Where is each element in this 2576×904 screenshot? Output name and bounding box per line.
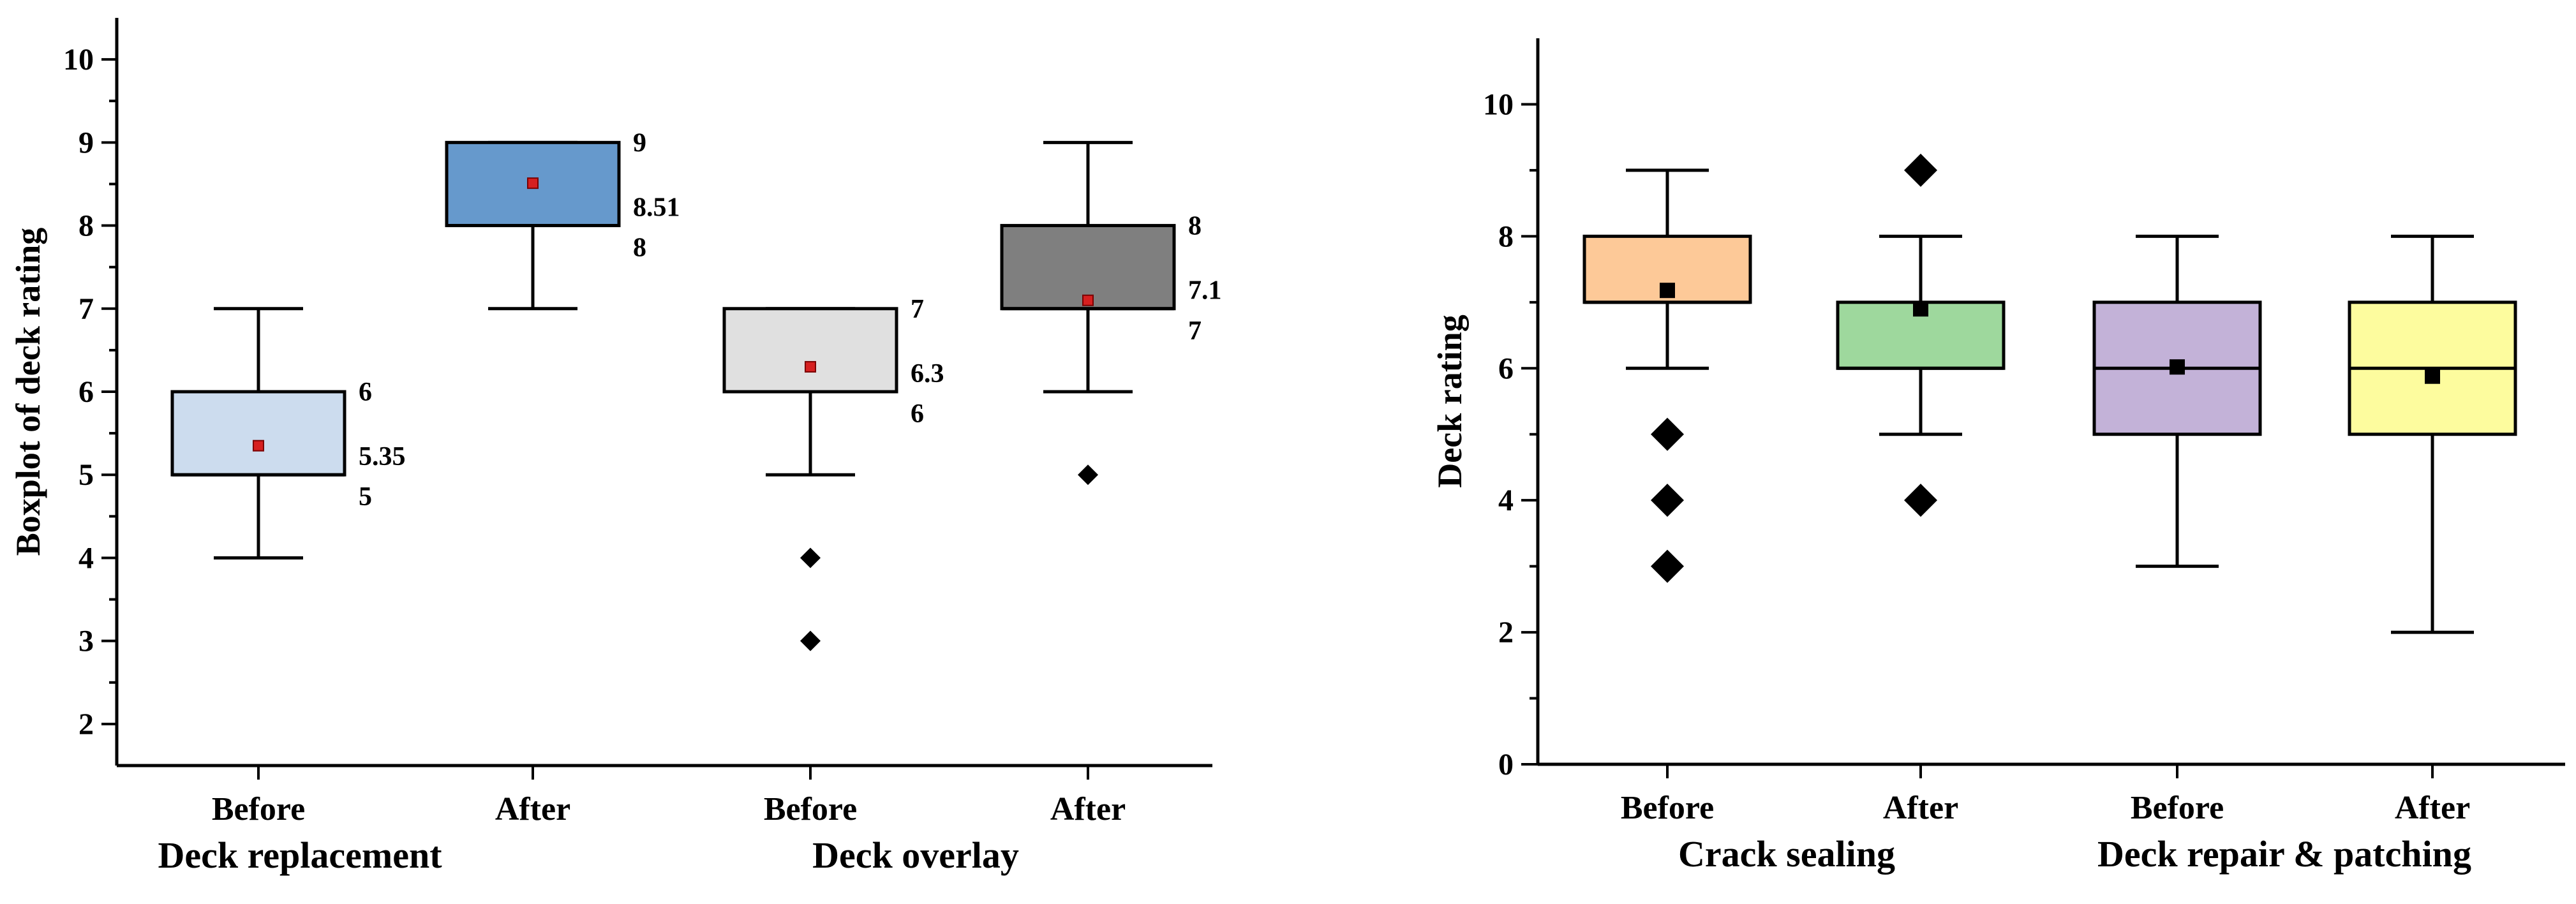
y-tick-label: 8	[1498, 219, 1514, 253]
box-rect	[170, 390, 346, 477]
mean-label: 5.35	[359, 442, 406, 471]
outlier-point	[1651, 484, 1684, 517]
y-tick-label: 2	[1498, 616, 1514, 649]
chart-1: 2 3 4 5 6 7 8 9 10 Boxplot of deck rating Deck rep…	[9, 18, 1222, 876]
y-tick-label: 10	[63, 43, 94, 77]
group-label: Crack sealing	[1678, 833, 1895, 875]
box-4: After	[2348, 234, 2517, 826]
x-tick-label: Before	[764, 791, 857, 827]
mean-label: 7.1	[1188, 276, 1222, 306]
mean-marker	[1082, 294, 1094, 306]
y-axis-label: Boxplot of deck rating	[9, 228, 47, 556]
box-3: Before	[2092, 234, 2262, 826]
lower-quartile-label: 6	[911, 399, 924, 429]
mean-marker	[253, 440, 264, 452]
x-tick-label: After	[1050, 791, 1126, 827]
y-tick-label: 2	[78, 708, 94, 741]
x-tick-label: After	[2395, 790, 2470, 826]
group-label: Deck overlay	[812, 834, 1019, 876]
upper-quartile-label: 7	[911, 295, 924, 324]
upper-quartile-label: 6	[359, 378, 372, 407]
upper-quartile-label: 9	[633, 128, 646, 158]
y-tick-label: 6	[1498, 352, 1514, 385]
box-3: Before 7 6.3 6	[722, 295, 944, 827]
y-tick-label: 3	[78, 625, 94, 658]
lower-quartile-label: 8	[633, 233, 646, 263]
lower-quartile-label: 7	[1188, 316, 1202, 346]
mean-marker	[527, 177, 539, 189]
x-tick-label: After	[495, 791, 570, 827]
group-label: Deck repair & patching	[2097, 833, 2471, 875]
y-tick-label: 8	[78, 209, 94, 243]
outlier-point	[1651, 417, 1684, 451]
box-2: After 9 8.51 8	[445, 128, 680, 827]
y-tick-label: 4	[78, 541, 94, 575]
y-tick-label: 4	[1498, 484, 1514, 517]
outlier-point	[1904, 153, 1937, 187]
mean-marker	[1660, 283, 1675, 299]
mean-marker	[2425, 368, 2440, 384]
box-4: After 8 7.1 7	[1000, 140, 1222, 827]
box-1: Before 6 5.35 5	[170, 307, 406, 827]
upper-quartile-label: 8	[1188, 212, 1202, 241]
y-tick-label: 0	[1498, 748, 1514, 782]
mean-marker	[1913, 301, 1928, 317]
outlier-point	[800, 630, 821, 651]
mean-marker	[805, 360, 816, 373]
box-2: After	[1836, 153, 2006, 826]
y-tick-label: 7	[78, 292, 94, 326]
mean-label: 8.51	[633, 193, 680, 222]
chart-2: 0 2 4 6 8 10 Deck rating Crack sealing Deck repa…	[1431, 38, 2565, 875]
x-tick-label: Before	[212, 791, 305, 827]
y-tick-label: 9	[78, 126, 94, 159]
y-tick-label: 6	[78, 375, 94, 409]
y-tick-label: 5	[78, 458, 94, 492]
outlier-point	[1078, 464, 1098, 485]
outlier-point	[1651, 549, 1684, 583]
x-tick-label: Before	[1621, 790, 1714, 826]
lower-quartile-label: 5	[359, 482, 372, 512]
box-rect	[722, 307, 898, 394]
mean-marker	[2170, 359, 2185, 375]
outlier-point	[800, 547, 821, 568]
box-1: Before	[1582, 168, 1752, 826]
x-tick-label: Before	[2131, 790, 2224, 826]
outlier-point	[1904, 484, 1937, 517]
mean-label: 6.3	[911, 359, 944, 389]
y-axis-label: Deck rating	[1431, 315, 1469, 487]
group-label: Deck replacement	[158, 834, 442, 876]
x-tick-label: After	[1883, 790, 1958, 826]
y-tick-label: 10	[1483, 87, 1514, 121]
